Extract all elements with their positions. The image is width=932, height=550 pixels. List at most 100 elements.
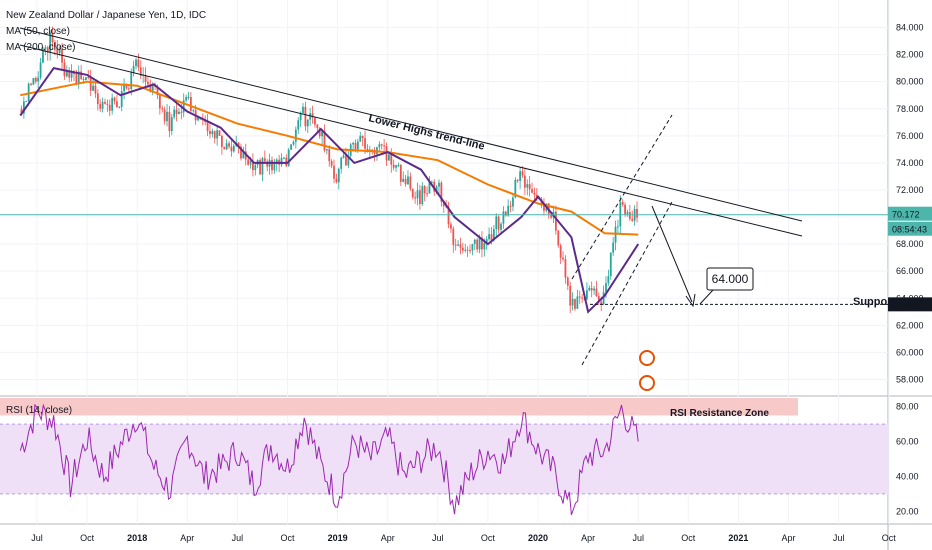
candle-body <box>397 164 400 166</box>
price-tick-label: 58.000 <box>896 374 924 384</box>
candle-body <box>216 130 219 139</box>
candle-body <box>30 83 32 85</box>
time-tick-label: Apr <box>180 533 194 543</box>
candle-body <box>519 171 522 181</box>
candle-body <box>624 204 626 215</box>
candle-body <box>609 252 612 277</box>
candle-body <box>502 211 505 224</box>
candle-body <box>402 178 405 182</box>
time-axis[interactable]: Jul Oct 2018 Apr Jul Oct 2019 Apr Jul Oct 2020 Apr J… <box>31 533 896 543</box>
candle-body <box>273 163 276 171</box>
candle-body <box>342 155 345 158</box>
countdown-value: 08:54:43 <box>892 225 927 235</box>
rsi-line <box>19 403 639 515</box>
candle-body <box>228 143 230 147</box>
time-tick-label: Oct <box>280 533 295 543</box>
candle-body <box>53 41 56 48</box>
candle-body <box>345 155 347 166</box>
candle-body <box>335 178 338 183</box>
event-icon <box>639 375 655 391</box>
candle-body <box>252 161 254 171</box>
trendline-label: Lower Highs trend-line <box>367 112 486 152</box>
candle-body <box>364 138 366 149</box>
candle-body <box>156 86 159 96</box>
candle-body <box>473 239 476 244</box>
candle-body <box>56 47 59 54</box>
candle-body <box>75 74 78 85</box>
candle-body <box>120 91 123 107</box>
candle-body <box>531 189 533 193</box>
ma50-legend[interactable]: MA (50, close) <box>6 26 70 37</box>
candle-body <box>271 159 273 171</box>
candle-body <box>557 230 560 246</box>
price-tick-label: 62.000 <box>896 320 924 330</box>
candle-body <box>22 101 25 114</box>
candle-body <box>407 176 409 185</box>
time-tick-label: Jul <box>632 533 644 543</box>
candle-body <box>578 296 581 298</box>
candle-body <box>340 157 343 169</box>
candle-body <box>523 175 526 188</box>
candle-body <box>387 154 390 161</box>
chart-drawings[interactable] <box>0 27 888 391</box>
candle-body <box>612 242 615 253</box>
candle-body <box>521 171 524 176</box>
candle-body <box>333 165 335 179</box>
price-axis[interactable]: 84.000 82.000 80.000 78.000 76.000 74.000 72.0… <box>888 23 932 517</box>
candle-body <box>600 301 603 305</box>
ma50-line <box>19 66 640 314</box>
candle-body <box>380 144 383 146</box>
channel-lower-line <box>581 201 673 366</box>
price-tick-label: 68.000 <box>896 239 924 249</box>
candle-body <box>457 244 459 246</box>
candle-body <box>118 106 121 108</box>
candle-body <box>509 205 512 207</box>
rsi-zone-label: RSI Resistance Zone <box>670 408 769 419</box>
candle-body <box>25 101 28 103</box>
candle-body <box>414 197 417 199</box>
candle-body <box>352 142 355 145</box>
candle-body <box>490 234 493 241</box>
candle-body <box>526 184 529 188</box>
rsi-legend[interactable]: RSI (14, close) <box>6 405 73 416</box>
candle-body <box>476 239 479 250</box>
candle-body <box>299 113 302 121</box>
candle-body <box>175 109 178 114</box>
ma200-line <box>20 80 639 236</box>
candle-body <box>206 121 209 131</box>
candle-body <box>533 192 536 195</box>
candle-body <box>89 77 92 91</box>
candle-body <box>442 201 445 207</box>
candle-body <box>497 216 500 230</box>
candle-body <box>173 109 176 118</box>
price-tick-label: 76.000 <box>896 131 924 141</box>
candle-body <box>390 154 393 165</box>
time-tick-label: Oct <box>882 533 897 543</box>
ma200-legend[interactable]: MA (200, close) <box>6 42 76 53</box>
candle-body <box>127 88 130 90</box>
candle-body <box>280 157 283 165</box>
candle-body <box>147 82 149 85</box>
candle-body <box>454 244 457 246</box>
time-tick-label: Jul <box>232 533 244 543</box>
candle-body <box>261 158 264 175</box>
candle-body <box>85 77 87 80</box>
candle-body <box>237 142 240 147</box>
candle-body <box>192 110 195 112</box>
candle-body <box>104 101 106 104</box>
candle-body <box>354 142 357 150</box>
candle-body <box>586 290 588 300</box>
candle-body <box>581 297 584 299</box>
candle-body <box>419 190 421 205</box>
time-tick-label: Apr <box>381 533 395 543</box>
symbol-title[interactable]: New Zealand Dollar / Japanese Yen, 1D, I… <box>6 10 207 21</box>
candle-body <box>111 97 114 111</box>
candle-body <box>395 165 397 168</box>
candle-body <box>209 130 211 135</box>
projection-arrow <box>651 205 693 303</box>
candle-body <box>113 97 116 102</box>
candle-body <box>87 77 90 79</box>
current-price-value: 70.172 <box>892 210 920 220</box>
candle-body <box>471 243 474 251</box>
